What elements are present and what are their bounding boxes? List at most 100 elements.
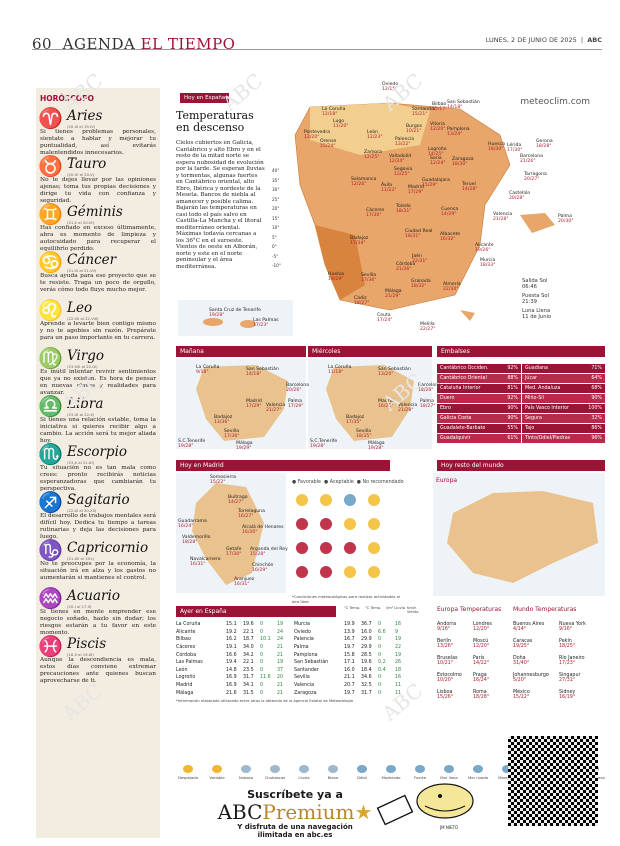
ayer-cell: 31.7: [361, 690, 372, 696]
reservoir-pct: 32%: [591, 416, 602, 421]
scale-tick: -5°: [272, 253, 279, 259]
ayer-bar: Ayer en España: [176, 606, 336, 617]
city-name: Valencia: [266, 403, 286, 408]
legend-item: Nieve: [321, 765, 345, 785]
world-title: Mundo Temperaturas: [513, 606, 577, 613]
reservoir-name: Guadalquivir: [440, 436, 471, 441]
temp-cell: Lisboa 15/26°: [437, 690, 473, 707]
zodiac-capricornio-icon: ♑: [38, 539, 63, 562]
ayer-cell: Alicante: [176, 629, 196, 635]
reservoir-pct: 92%: [507, 366, 518, 371]
reservoir-row: Júcar 64%: [522, 374, 605, 383]
ayer-cell: 29.9: [361, 637, 372, 643]
ayer-cell: 19: [277, 622, 284, 628]
ayer-cell: 36.7: [361, 622, 372, 628]
map-city-label: Málaga 21/29°: [385, 289, 402, 299]
city-name: Buitrago: [228, 495, 248, 500]
sign-text: Aprende a levarte bien contigo mismo y n…: [40, 321, 156, 341]
sign-name: Libra: [67, 396, 104, 412]
city-name: Johannesburgo: [513, 673, 549, 678]
madrid-city-label: Arganda del Rey 15/28°: [250, 547, 288, 557]
city-name: S.C.Tenerife: [178, 439, 206, 444]
ayer-cell: Logroño: [176, 675, 196, 681]
map-city-label: Pamplona 13/24°: [447, 127, 470, 137]
reservoir-pct: 64%: [591, 376, 602, 381]
ayer-cell: 9: [395, 629, 399, 635]
horoscope-sign: ♎ Libra (23-IX al 22-X) Si tienes una relac…: [36, 395, 160, 443]
scale-tick: 35°: [272, 177, 280, 183]
temp-cell: Nueva York 9/16°: [559, 622, 605, 639]
ayer-cell: 19: [395, 637, 402, 643]
reservoir-row: Guadiana 71%: [522, 364, 605, 373]
city-temp: 16/24°: [178, 524, 194, 529]
city-temp: 18/28°: [536, 144, 552, 149]
temp-cell: Praga 16/24°: [473, 673, 509, 690]
madrid-city-label: Getafe 17/30°: [226, 547, 242, 557]
zodiac-tauro-icon: ♉: [38, 155, 63, 178]
reservoir-name: Duero: [440, 396, 455, 401]
map-city-label: San Sebastián 14/18°: [447, 100, 480, 110]
ayer-cell: 10.1: [260, 637, 271, 643]
city-temp: 15/22°: [513, 695, 530, 700]
legend-5-icon: [328, 765, 338, 773]
map-city-label: Cuenca 14/29°: [441, 207, 458, 217]
city-temp: 15/29°: [422, 183, 438, 188]
city-name: Málaga: [368, 441, 385, 446]
sign-name: Piscis: [67, 636, 107, 652]
temp-cell: Estocolmo 10/20°: [437, 673, 473, 690]
ayer-cell: 21: [277, 690, 284, 696]
city-temp: 19/28°: [178, 444, 194, 449]
reservoir-name: Guadalete-Barbate: [440, 426, 486, 431]
ayer-cell: 0.4: [378, 667, 386, 673]
ayer-cell: 19.7: [344, 690, 355, 696]
map-city-label: Lérida 17/30°: [507, 143, 523, 153]
ayer-row: Las Palmas 19.4 22.1 0 19: [176, 659, 296, 667]
ayer-cell: Bilbao: [176, 637, 191, 643]
sign-text: El desarrollo de trabajos mentales será …: [40, 513, 156, 539]
city-temp: 21/28°: [398, 408, 414, 413]
ayer-row: Logroño 16.9 31.7 11.6 20: [176, 674, 296, 682]
meteoclim-brand: meteoclim.com: [520, 97, 590, 107]
temp-cell: Roma 18/28°: [473, 690, 509, 707]
ayer-row: Málaga 21.6 31.5 0 21: [176, 689, 296, 697]
reservoir-row: Segura 32%: [522, 414, 605, 423]
legend-item: Mar llana: [437, 765, 461, 785]
city-temp: 21/29°: [385, 294, 401, 299]
qr-code[interactable]: [508, 736, 598, 826]
ayer-cell: 0: [378, 683, 382, 689]
scale-tick: 25°: [272, 196, 280, 202]
city-temp: 18/27°: [420, 404, 436, 409]
map-city-label: Vitoria 12/20°: [430, 122, 446, 132]
ayer-cell: 22: [395, 645, 402, 651]
sign-range: (23-X al 21-XI): [67, 460, 95, 465]
ayer-cell: 18.4: [361, 667, 372, 673]
city-temp: 22/31°: [412, 259, 428, 264]
city-name: México: [513, 690, 530, 695]
madrid-map: [176, 473, 286, 593]
legend-11-icon: [502, 765, 512, 773]
city-temp: 12/20°: [430, 127, 446, 132]
city-temp: 17/34°: [350, 241, 366, 246]
ayer-cell: 0: [260, 660, 264, 666]
city-name: Valladolid: [389, 154, 412, 159]
promo-line4: ilimitada en abc.es: [257, 831, 333, 839]
moon-label: Luna Llena: [522, 308, 551, 314]
tomorrow-bar: Mañana: [176, 346, 306, 357]
ayer-col-head: °C Temp.: [344, 606, 361, 610]
city-temp: 17/30°: [226, 552, 242, 557]
temp-row: Caracas 19/25° Pekín 18/25°: [513, 639, 605, 656]
ayer-cell: 14.8: [226, 667, 237, 673]
ayer-cell: 0: [260, 622, 264, 628]
ayer-row: Córdoba 16.6 34.2 0 21: [176, 651, 296, 659]
sign-text: Es inútil intentar revivir sentimientos …: [40, 369, 156, 395]
city-temp: 21/36°: [396, 267, 412, 272]
ayer-cell: 6.6: [378, 629, 386, 635]
city-name: Cádiz: [354, 296, 367, 301]
header-date: LUNES, 2 DE JUNIO DE 2025 | ABC: [485, 36, 602, 44]
temp-cell: Pekín 18/25°: [559, 639, 605, 656]
city-temp: 16/28°: [378, 404, 394, 409]
promo-logo: ABCPremium★: [217, 800, 373, 824]
city-name: Jaén: [412, 254, 422, 259]
legend-6-icon: [357, 765, 367, 773]
city-name: Lugo: [333, 119, 345, 124]
